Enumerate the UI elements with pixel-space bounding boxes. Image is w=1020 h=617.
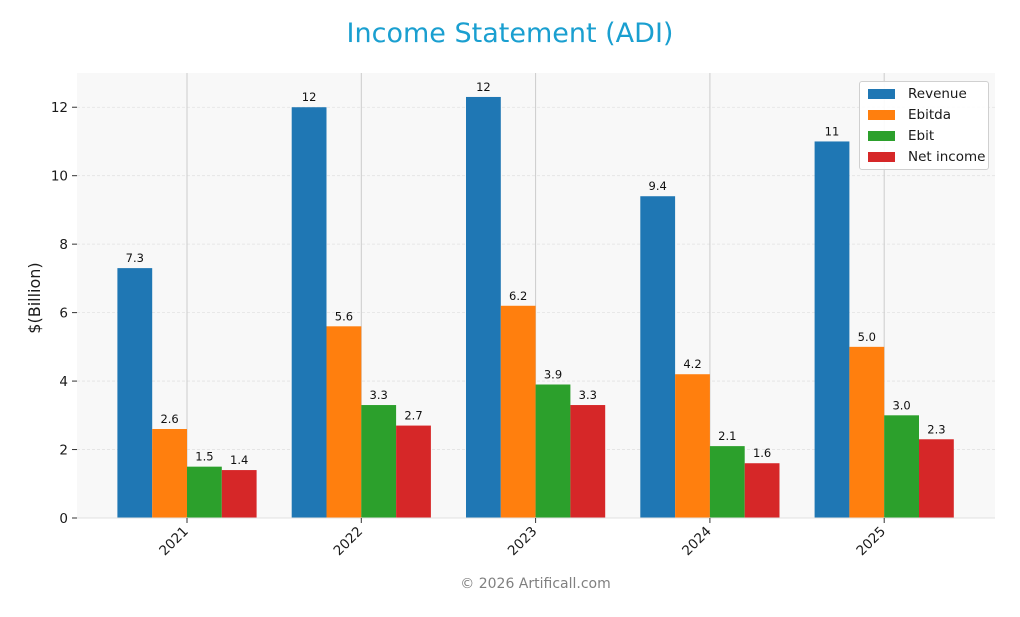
legend-label: Ebitda bbox=[908, 107, 951, 123]
bar-value-label: 9.4 bbox=[649, 179, 667, 193]
bar-value-label: 2.3 bbox=[927, 422, 945, 436]
bar-value-label: 3.3 bbox=[370, 388, 388, 402]
chart-legend: Revenue Ebitda Ebit Net income bbox=[859, 81, 989, 170]
copyright-footer: © 2026 Artificall.com bbox=[460, 576, 611, 592]
bar-value-label: 3.3 bbox=[579, 388, 597, 402]
bar-revenue bbox=[640, 196, 676, 518]
legend-swatch-revenue bbox=[868, 89, 895, 99]
bar-value-label: 2.7 bbox=[404, 409, 422, 423]
legend-item-ebit: Ebit bbox=[868, 127, 934, 145]
bar-value-label: 3.9 bbox=[544, 368, 562, 382]
bar-value-label: 1.5 bbox=[195, 450, 213, 464]
y-tick-label: 10 bbox=[51, 169, 68, 185]
bar-value-label: 4.2 bbox=[683, 357, 701, 371]
y-tick-label: 12 bbox=[51, 100, 68, 116]
x-tick-label: 2023 bbox=[505, 524, 541, 560]
legend-label: Revenue bbox=[908, 86, 967, 102]
bar-net-income bbox=[221, 470, 257, 518]
bar-revenue bbox=[117, 268, 153, 518]
x-tick-label: 2021 bbox=[156, 524, 192, 560]
bar-value-label: 7.3 bbox=[126, 251, 144, 265]
y-tick-label: 8 bbox=[59, 237, 68, 253]
bar-ebit bbox=[187, 466, 222, 518]
legend-item-revenue: Revenue bbox=[868, 85, 967, 103]
bar-ebit bbox=[361, 405, 397, 518]
legend-label: Net income bbox=[908, 149, 986, 165]
bar-value-label: 3.0 bbox=[892, 398, 910, 412]
bar-ebitda bbox=[849, 346, 885, 518]
bar-value-label: 12 bbox=[476, 80, 491, 94]
x-tick-label: 2024 bbox=[679, 524, 715, 560]
bar-ebit bbox=[884, 415, 919, 518]
y-tick-label: 4 bbox=[59, 374, 68, 390]
bar-revenue bbox=[814, 141, 850, 518]
bar-ebit bbox=[709, 446, 745, 518]
legend-swatch-ebit bbox=[868, 131, 895, 141]
bar-ebitda bbox=[675, 374, 710, 518]
y-axis-label: $(Billion) bbox=[25, 262, 44, 333]
bar-value-label: 12 bbox=[302, 90, 317, 104]
y-tick-label: 6 bbox=[59, 306, 68, 322]
bar-ebitda bbox=[500, 305, 536, 518]
bar-net-income bbox=[919, 439, 954, 518]
legend-label: Ebit bbox=[908, 128, 935, 144]
y-tick-label: 2 bbox=[59, 443, 68, 459]
bar-value-label: 5.0 bbox=[858, 330, 876, 344]
bar-value-label: 5.6 bbox=[335, 309, 353, 323]
bar-revenue bbox=[291, 107, 327, 518]
x-tick-label: 2022 bbox=[331, 524, 367, 560]
chart-title: Income Statement (ADI) bbox=[346, 18, 674, 49]
bar-value-label: 6.2 bbox=[509, 289, 527, 303]
bar-value-label: 11 bbox=[825, 124, 840, 138]
bar-value-label: 2.6 bbox=[160, 412, 178, 426]
bar-net-income bbox=[570, 405, 606, 518]
bar-net-income bbox=[396, 425, 431, 518]
legend-swatch-net-income bbox=[868, 152, 895, 162]
legend-item-net-income: Net income bbox=[868, 148, 985, 166]
bar-value-label: 2.1 bbox=[718, 429, 736, 443]
bar-revenue bbox=[466, 96, 501, 518]
bar-ebit bbox=[535, 384, 571, 518]
bar-ebitda bbox=[152, 429, 187, 518]
bar-ebitda bbox=[326, 326, 362, 518]
bar-value-label: 1.4 bbox=[230, 453, 248, 467]
y-tick-label: 0 bbox=[59, 511, 68, 527]
legend-swatch-ebitda bbox=[868, 110, 895, 120]
bar-net-income bbox=[744, 463, 780, 518]
legend-item-ebitda: Ebitda bbox=[868, 106, 951, 124]
x-tick-label: 2025 bbox=[853, 524, 889, 560]
bar-value-label: 1.6 bbox=[753, 446, 771, 460]
